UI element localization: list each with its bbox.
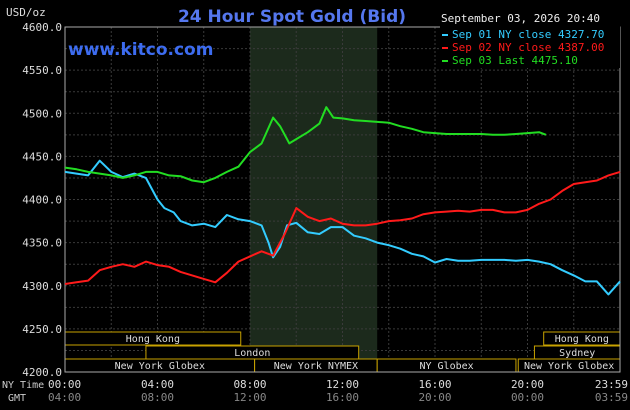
grid-lines [65, 26, 620, 373]
y-axis-ticks: 4200.0 4250.0 4300.0 4350.0 4400.0 4450.0 4500… [22, 21, 62, 379]
x-tick-label-gmt: 00:00 [511, 391, 544, 404]
x-tick-label-ny: 23:59 [595, 378, 628, 391]
gmt-row-label: GMT [8, 393, 26, 404]
x-tick-label-gmt: 04:00 [48, 391, 81, 404]
series-line [64, 106, 547, 184]
y-tick-label: 4200.0 [22, 366, 62, 379]
x-tick-label-ny: 00:00 [48, 378, 81, 391]
y-tick-label: 4250.0 [22, 323, 62, 336]
plot-frame [64, 26, 621, 373]
session-label: Hong Kong [126, 334, 180, 345]
legend-entry: Sep 01 NY close 4327.70 [452, 28, 604, 41]
x-tick-label-ny: 08:00 [233, 378, 266, 391]
legend-entry: Sep 02 NY close 4387.00 [452, 41, 604, 54]
chart-title: 24 Hour Spot Gold (Bid) [178, 7, 406, 27]
ny-time-row-label: NY Time [2, 380, 44, 391]
timestamp: September 03, 2026 20:40 [441, 12, 600, 25]
series-line [64, 170, 621, 285]
session-label: NY Globex [419, 361, 473, 372]
brand-logo: www.kitco.com [68, 40, 213, 60]
series-lines [64, 106, 621, 296]
x-axis-ticks: 00:00 04:00 08:00 12:00 16:00 20:00 23:5904:00… [48, 378, 628, 404]
x-tick-label-ny: 20:00 [511, 378, 544, 391]
y-tick-label: 4500.0 [22, 107, 62, 120]
session-label: New York Globex [115, 361, 205, 372]
x-tick-label-gmt: 20:00 [418, 391, 451, 404]
y-tick-label: 4450.0 [22, 150, 62, 163]
x-tick-label-gmt: 03:59 [595, 391, 628, 404]
series-line [64, 159, 621, 296]
session-label: New York Globex [524, 361, 614, 372]
y-tick-label: 4400.0 [22, 194, 62, 207]
legend-entry: Sep 03 Last 4475.10 [452, 54, 578, 67]
legend-box [440, 26, 620, 68]
x-tick-label-gmt: 12:00 [233, 391, 266, 404]
x-tick-label-ny: 12:00 [326, 378, 359, 391]
x-tick-label-ny: 16:00 [418, 378, 451, 391]
y-axis-unit-label: USD/oz [6, 6, 46, 19]
session-label: London [234, 348, 270, 359]
y-tick-label: 4350.0 [22, 237, 62, 250]
y-tick-label: 4600.0 [22, 21, 62, 34]
y-tick-label: 4300.0 [22, 280, 62, 293]
session-label: Sydney [559, 348, 595, 359]
x-tick-label-ny: 04:00 [141, 378, 174, 391]
y-tick-label: 4550.0 [22, 64, 62, 77]
market-sessions: Hong Kong Hong Kong London Sydney New York G… [64, 331, 621, 373]
session-label: New York NYMEX [274, 361, 358, 372]
x-tick-label-gmt: 08:00 [141, 391, 174, 404]
x-tick-label-gmt: 16:00 [326, 391, 359, 404]
session-label: Hong Kong [555, 334, 609, 345]
